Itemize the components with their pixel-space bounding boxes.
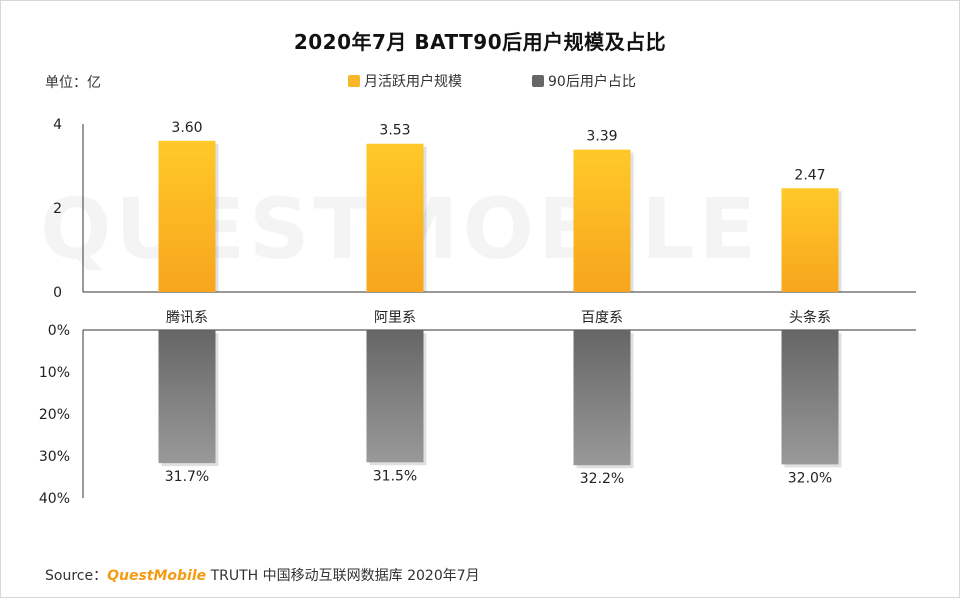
mau-bar: [781, 188, 839, 292]
mau-value-label: 3.39: [586, 129, 617, 145]
mau-bar: [158, 140, 216, 292]
mau-bar: [573, 149, 631, 292]
share-bar: [781, 330, 839, 465]
bottom-y-tick-label: 20%: [39, 407, 70, 423]
source-prefix: Source：: [45, 568, 108, 584]
chart-title: 2020年7月 BATT90后用户规模及占比: [293, 30, 667, 54]
bottom-y-tick-label: 30%: [39, 449, 70, 465]
mau-value-label: 3.60: [171, 120, 202, 136]
bottom-y-tick-label: 0%: [48, 323, 70, 339]
legend-label-mau: 月活跃用户规模: [364, 74, 462, 90]
unit-label: 单位：亿: [45, 75, 101, 91]
share-value-label: 32.2%: [580, 471, 624, 487]
legend-item-share: 90后用户占比: [532, 71, 636, 91]
top-y-tick-label: 2: [53, 201, 62, 217]
share-value-label: 31.5%: [373, 468, 417, 484]
legend-label-share: 90后用户占比: [548, 74, 636, 90]
legend-swatch-share: [532, 75, 544, 87]
top-y-tick-label: 4: [53, 117, 62, 133]
category-label: 腾讯系: [166, 309, 208, 326]
mau-value-label: 3.53: [379, 123, 410, 139]
source-note: Source：QuestMobile TRUTH 中国移动互联网数据库 2020…: [45, 565, 480, 585]
source-brand: QuestMobile: [107, 568, 207, 584]
share-bar: [573, 330, 631, 466]
category-label: 阿里系: [374, 310, 416, 326]
share-value-label: 31.7%: [165, 469, 209, 485]
top-y-tick-label: 0: [53, 285, 62, 301]
legend-item-mau: 月活跃用户规模: [348, 71, 462, 91]
share-bar: [366, 330, 424, 463]
bottom-y-tick-label: 10%: [39, 365, 70, 381]
category-label: 头条系: [789, 309, 831, 326]
category-label: 百度系: [581, 310, 623, 326]
legend-swatch-mau: [348, 75, 360, 87]
share-value-label: 32.0%: [788, 470, 832, 486]
mau-bar: [366, 143, 424, 292]
bottom-y-tick-label: 40%: [39, 491, 70, 507]
share-bar: [158, 330, 216, 464]
mau-value-label: 2.47: [794, 167, 825, 183]
source-rest: TRUTH 中国移动互联网数据库 2020年7月: [206, 568, 480, 584]
